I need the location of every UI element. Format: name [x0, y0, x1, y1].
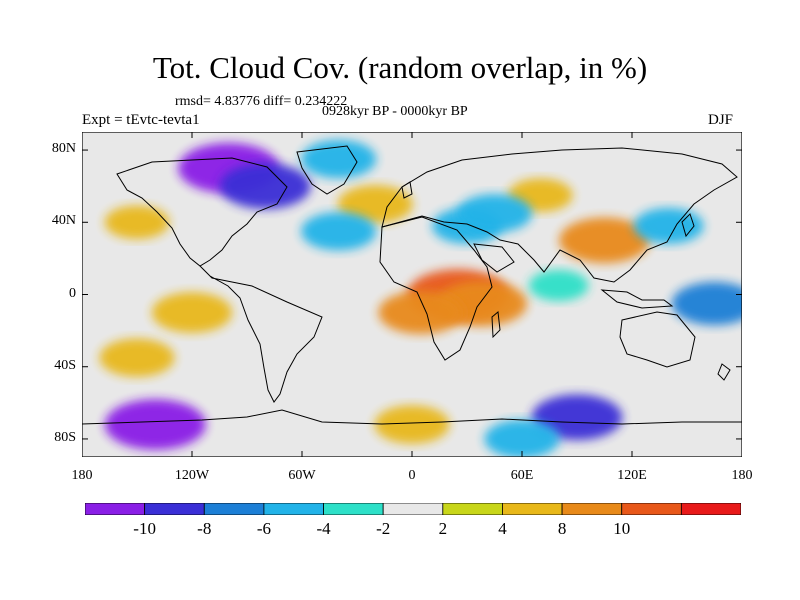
experiment-label: Expt = tEvtc-tevta1 — [82, 112, 200, 128]
colorbar-label: 4 — [498, 519, 507, 538]
field-anomaly-greenland — [301, 139, 377, 179]
colorbar-swatch — [85, 503, 146, 515]
field-anomaly-eastern-north-atlantic — [337, 185, 413, 224]
coast-north-america — [116, 157, 288, 267]
lon-tick-label: 120W — [174, 468, 210, 483]
field-anomaly-hudson-bay — [219, 163, 311, 209]
colorbar-swatch — [144, 503, 205, 515]
coast-eurasia — [381, 147, 738, 283]
field-anomaly-western-tropical-pacific — [671, 281, 742, 326]
lon-tick-label: 180 — [731, 468, 753, 483]
coast-australia — [619, 311, 696, 368]
field-anomaly-north-atlantic — [301, 212, 377, 251]
colorbar-label: -2 — [376, 519, 391, 538]
lat-tick-label: 80N — [51, 141, 76, 157]
field-anomaly-southern-ocean-south — [484, 419, 560, 457]
colorbar-swatch — [323, 503, 384, 515]
field-anomaly-china — [559, 217, 650, 264]
colorbar-label: -10 — [133, 519, 156, 538]
lon-tick-label: 60W — [288, 468, 316, 483]
field-anomaly-southern-ocean-atlantic — [374, 405, 450, 444]
colorbar-label: 2 — [438, 519, 448, 538]
lon-tick-label: 120E — [617, 468, 647, 483]
coast-antarctica — [82, 409, 742, 425]
coast-south-america — [199, 265, 323, 403]
data-field — [99, 139, 742, 457]
colorbar — [85, 503, 741, 515]
plot-title: Tot. Cloud Cov. (random overlap, in %) — [152, 50, 648, 85]
field-anomaly-indian-ocean — [528, 269, 589, 302]
lat-tick-label: 0 — [69, 285, 76, 301]
field-anomaly-tropical-east-pacific — [151, 292, 233, 333]
coast-madagascar — [491, 311, 501, 339]
colorbar-swatch — [621, 503, 682, 515]
lon-tick-label: 0 — [408, 468, 416, 483]
colorbar-swatch — [502, 503, 563, 515]
lon-tick-label: 180 — [71, 468, 93, 483]
field-anomaly-north-pacific — [104, 205, 170, 240]
colorbar-swatch — [561, 503, 623, 515]
coast-greenland — [296, 145, 358, 195]
stats-text: rmsd= 4.83776 diff= 0.234222 — [175, 94, 348, 109]
period-label: 0928kyr BP - 0000kyr BP — [322, 104, 468, 119]
colorbar-label: -4 — [316, 519, 331, 538]
season-label: DJF — [708, 112, 734, 128]
colorbar-label: -8 — [197, 519, 212, 538]
coast-uk — [401, 181, 413, 199]
colorbar-swatch — [680, 503, 741, 515]
colorbar-label: 10 — [613, 519, 631, 538]
field-anomaly-western-asia — [456, 194, 533, 233]
field-anomaly-gulf-of-guinea — [378, 290, 464, 335]
field-anomaly-south-pacific — [99, 338, 175, 377]
colorbar-label: 8 — [557, 519, 567, 538]
colorbar-swatch — [442, 503, 503, 515]
coast-indonesia — [600, 289, 674, 309]
colorbar-label: -6 — [256, 519, 271, 538]
coastlines — [82, 145, 742, 425]
axis-ticks — [82, 132, 742, 457]
lat-tick-label: 80S — [54, 429, 76, 445]
lat-tick-label: 40S — [54, 357, 76, 373]
coast-new-zealand — [717, 363, 731, 381]
colorbar-swatch — [263, 503, 324, 515]
coast-arabia — [473, 243, 515, 273]
field-anomaly-southern-ocean-pacific — [104, 399, 206, 450]
lat-tick-label: 40N — [51, 213, 76, 229]
coast-japan — [681, 213, 695, 238]
lon-tick-label: 60E — [510, 468, 534, 483]
field-anomaly-southern-ocean-indian — [531, 394, 623, 441]
map-plot — [82, 132, 742, 457]
colorbar-swatch — [203, 503, 265, 515]
colorbar-swatch — [382, 503, 444, 515]
coast-africa — [379, 216, 493, 361]
